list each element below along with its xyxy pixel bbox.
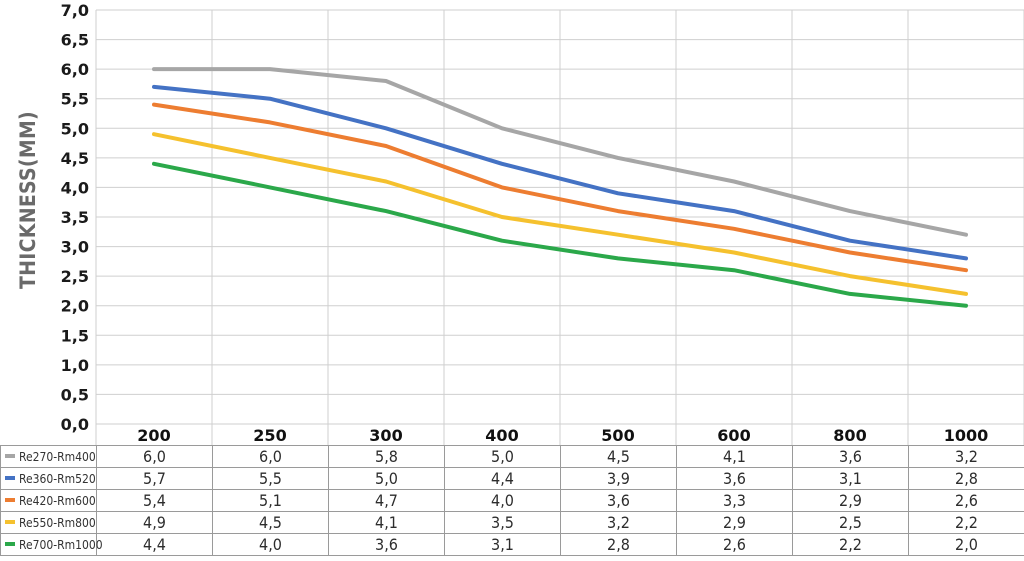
y-tick-label: 4,5 <box>61 149 89 168</box>
y-tick-label: 0,5 <box>61 385 89 404</box>
y-tick-label: 1,5 <box>61 326 89 345</box>
table-cell: 3,2 <box>908 445 1024 468</box>
y-tick-label: 2,5 <box>61 267 89 286</box>
table-cell: 3,1 <box>792 467 909 490</box>
table-cell: 4,0 <box>444 489 561 512</box>
table-cell: 4,4 <box>96 533 213 556</box>
legend-key <box>5 475 15 480</box>
table-cell: 4,4 <box>444 467 561 490</box>
series-line-re360-rm520 <box>152 84 968 261</box>
table-cell: 5,0 <box>444 445 561 468</box>
legend-label: Re360-Rm520 <box>19 471 96 486</box>
table-cell: 3,6 <box>676 467 793 490</box>
y-tick-label: 5,0 <box>61 119 89 138</box>
legend-key <box>5 453 15 458</box>
series-line-re700-rm1000 <box>152 161 968 308</box>
table-cell: 5,7 <box>96 467 213 490</box>
table-cell: 4,1 <box>328 511 445 534</box>
legend-label: Re550-Rm800 <box>19 515 96 530</box>
legend-label: Re420-Rm600 <box>19 493 96 508</box>
table-row: Re550-Rm800 4,9 4,5 4,1 3,5 3,2 2,9 2,5 2,2 <box>0 511 1024 534</box>
table-cell: 4,5 <box>560 445 677 468</box>
line-chart: 0,0 0,5 1,0 1,5 2,0 2,5 3,0 3,5 4,0 4,5 5,0 5,5 6,0 6… <box>61 1 1024 445</box>
table-cell: 5,4 <box>96 489 213 512</box>
series-line-re550-rm800 <box>152 132 968 296</box>
x-tick-label: 1000 <box>944 426 989 445</box>
table-cell: 4,1 <box>676 445 793 468</box>
x-tick-label: 200 <box>137 426 170 445</box>
legend-key <box>5 519 15 524</box>
table-cell: 6,0 <box>96 445 213 468</box>
table-cell: 3,2 <box>560 511 677 534</box>
table-cell: 2,5 <box>792 511 909 534</box>
table-cell: 4,7 <box>328 489 445 512</box>
table-cell: 2,2 <box>908 511 1024 534</box>
table-cell: 3,6 <box>328 533 445 556</box>
x-tick-label: 400 <box>485 426 518 445</box>
table-cell: 4,9 <box>96 511 213 534</box>
y-tick-label: 7,0 <box>61 1 89 20</box>
y-tick-label: 2,0 <box>61 297 89 316</box>
legend-cell: Re700-Rm1000 <box>0 533 103 556</box>
y-tick-label: 3,5 <box>61 208 89 227</box>
table-cell: 5,1 <box>212 489 329 512</box>
table-cell: 2,6 <box>908 489 1024 512</box>
table-cell: 3,9 <box>560 467 677 490</box>
table-cell: 3,3 <box>676 489 793 512</box>
y-tick-label: 6,0 <box>61 60 89 79</box>
x-tick-label: 500 <box>601 426 634 445</box>
y-tick-label: 0,0 <box>61 415 89 434</box>
table-cell: 6,0 <box>212 445 329 468</box>
table-row: Re700-Rm1000 4,4 4,0 3,6 3,1 2,8 2,6 2,2 2,0 <box>0 533 1024 556</box>
legend-cell: Re420-Rm600 <box>0 489 97 512</box>
table-row: Re420-Rm600 5,4 5,1 4,7 4,0 3,6 3,3 2,9 2,6 <box>0 489 1024 512</box>
table-cell: 4,5 <box>212 511 329 534</box>
table-cell: 5,0 <box>328 467 445 490</box>
table-cell: 2,6 <box>676 533 793 556</box>
legend-cell: Re360-Rm520 <box>0 467 97 490</box>
y-tick-label: 5,5 <box>61 90 89 109</box>
table-cell: 3,5 <box>444 511 561 534</box>
table-cell: 2,8 <box>560 533 677 556</box>
legend-key <box>5 497 15 502</box>
legend-label: Re700-Rm1000 <box>19 537 103 552</box>
table-cell: 2,0 <box>908 533 1024 556</box>
legend-cell: Re270-Rm400 <box>0 445 97 468</box>
table-cell: 2,8 <box>908 467 1024 490</box>
y-tick-label: 6,5 <box>61 31 89 50</box>
table-cell: 3,1 <box>444 533 561 556</box>
table-cell: 3,6 <box>792 445 909 468</box>
y-axis-label-text: THICKNESS(MM) <box>16 110 40 290</box>
table-cell: 5,8 <box>328 445 445 468</box>
series-line-re420-rm600 <box>152 102 968 273</box>
y-tick-label: 1,0 <box>61 356 89 375</box>
y-tick-label: 4,0 <box>61 178 89 197</box>
legend-cell: Re550-Rm800 <box>0 511 97 534</box>
table-row: Re360-Rm520 5,7 5,5 5,0 4,4 3,9 3,6 3,1 2,8 <box>0 467 1024 490</box>
table-cell: 3,6 <box>560 489 677 512</box>
x-tick-label: 600 <box>717 426 750 445</box>
legend-key <box>5 541 15 546</box>
table-cell: 2,9 <box>676 511 793 534</box>
legend-label: Re270-Rm400 <box>19 449 96 464</box>
series-line-re270-rm400 <box>152 67 968 237</box>
x-tick-label: 300 <box>369 426 402 445</box>
table-cell: 2,2 <box>792 533 909 556</box>
table-cell: 5,5 <box>212 467 329 490</box>
y-axis-label: THICKNESS(MM) <box>8 100 48 300</box>
y-tick-label: 3,0 <box>61 238 89 257</box>
x-tick-label: 250 <box>253 426 286 445</box>
table-cell: 4,0 <box>212 533 329 556</box>
data-table: Re270-Rm400 6,0 6,0 5,8 5,0 4,5 4,1 3,6 3,2 Re360… <box>0 445 1024 556</box>
x-tick-label: 800 <box>833 426 866 445</box>
table-row: Re270-Rm400 6,0 6,0 5,8 5,0 4,5 4,1 3,6 3,2 <box>0 445 1024 468</box>
table-cell: 2,9 <box>792 489 909 512</box>
